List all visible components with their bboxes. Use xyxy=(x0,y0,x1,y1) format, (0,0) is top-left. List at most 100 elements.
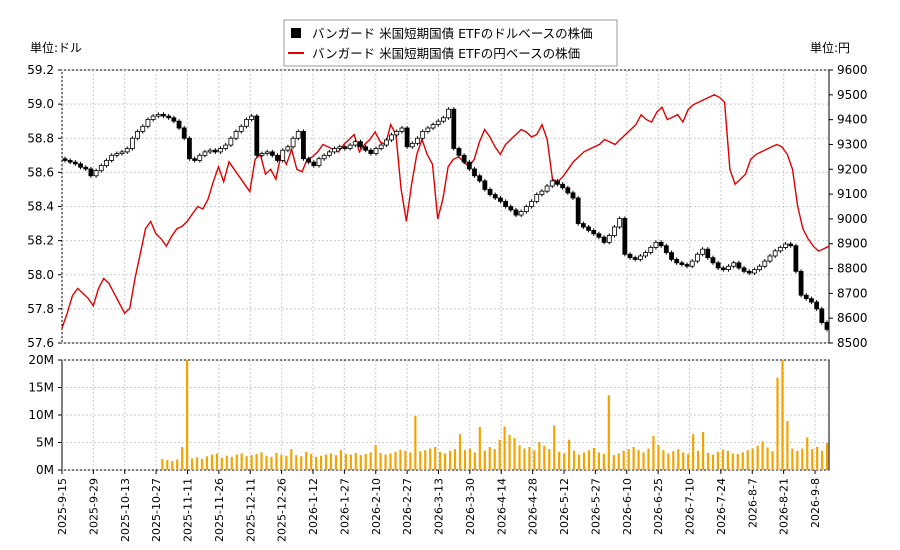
usd-candle xyxy=(285,146,291,151)
left-tick-label: 57.8 xyxy=(27,302,54,316)
usd-candle xyxy=(337,146,343,149)
x-tick-label: 2026-3-30 xyxy=(464,478,477,535)
usd-candle xyxy=(72,161,78,165)
usd-candle xyxy=(363,146,369,151)
volume-bar xyxy=(235,454,238,470)
usd-candle xyxy=(290,137,296,148)
volume-bar xyxy=(503,426,506,470)
usd-candle xyxy=(705,248,711,259)
volume-bar xyxy=(329,453,333,470)
right-tick-label: 9300 xyxy=(837,137,868,151)
volume-bar xyxy=(751,448,754,470)
volume-bar xyxy=(642,452,645,470)
volume-bar xyxy=(577,454,581,470)
volume-bar xyxy=(384,454,387,470)
x-tick-label: 2025-9-29 xyxy=(87,478,100,535)
usd-candle xyxy=(570,192,576,199)
usd-candle xyxy=(544,185,550,192)
usd-candle xyxy=(249,115,255,120)
volume-bar xyxy=(176,459,179,470)
usd-candle xyxy=(663,245,669,253)
volume-bar xyxy=(458,434,462,470)
volume-bar xyxy=(508,434,511,470)
volume-bar xyxy=(523,448,526,470)
usd-candle xyxy=(176,120,182,129)
x-tick-label: 2026-8-21 xyxy=(778,478,791,535)
volume-bar xyxy=(776,377,779,470)
legend-label-usd: バンガード 米国短期国債 ETFのドルベースの株価 xyxy=(312,26,593,41)
volume-bar xyxy=(186,360,189,470)
volume-bar xyxy=(791,448,794,470)
usd-candle xyxy=(181,127,187,139)
usd-candle xyxy=(311,161,317,166)
volume-bar xyxy=(771,451,774,470)
x-tick-label: 2025-10-13 xyxy=(119,478,132,542)
volume-bar xyxy=(582,452,586,470)
volume-bar xyxy=(270,456,273,470)
volume-bar xyxy=(275,452,278,470)
usd-candle xyxy=(482,180,488,190)
volume-bar xyxy=(786,421,789,470)
usd-candle xyxy=(648,247,654,253)
usd-candle xyxy=(637,255,643,260)
usd-candle xyxy=(549,180,555,187)
usd-candle xyxy=(793,245,799,272)
x-tick-label: 2026-1-12 xyxy=(307,478,320,535)
usd-candle xyxy=(425,127,431,132)
legend-marker-usd xyxy=(291,28,301,38)
usd-candle xyxy=(762,260,768,267)
x-tick-label: 2025-9-15 xyxy=(56,478,69,535)
volume-bar xyxy=(205,456,209,470)
volume-bar xyxy=(215,453,218,470)
volume-tick-label: 10M xyxy=(28,408,54,422)
volume-bar xyxy=(424,450,427,470)
left-tick-label: 58.0 xyxy=(27,268,54,282)
usd-candle xyxy=(819,308,825,323)
volume-bar xyxy=(682,452,685,470)
usd-candle xyxy=(492,194,498,199)
volume-bar xyxy=(602,454,605,470)
left-axis-unit: 単位:ドル xyxy=(30,40,82,55)
volume-bar xyxy=(592,448,596,470)
volume-bar xyxy=(647,448,650,470)
usd-candle xyxy=(78,163,83,168)
usd-candle xyxy=(534,194,540,202)
right-tick-label: 8600 xyxy=(837,311,868,325)
x-tick-label: 2026-5-27 xyxy=(589,478,602,535)
volume-bar xyxy=(821,450,824,470)
volume-bar xyxy=(731,453,734,470)
volume-bar xyxy=(285,455,288,470)
x-tick-label: 2026-3-13 xyxy=(433,478,446,535)
volume-bar xyxy=(245,456,248,470)
right-tick-label: 8700 xyxy=(837,286,868,300)
usd-candle xyxy=(399,127,405,132)
usd-candle xyxy=(565,187,571,194)
volume-bar xyxy=(310,454,313,470)
volume-bar xyxy=(563,453,566,470)
usd-candle xyxy=(586,226,591,231)
usd-candle xyxy=(155,113,161,117)
usd-candle xyxy=(223,144,229,149)
volume-bar xyxy=(255,454,258,470)
usd-candle xyxy=(669,252,674,260)
volume-bar xyxy=(806,437,809,470)
x-tick-label: 2026-7-24 xyxy=(715,478,728,535)
usd-candle xyxy=(736,262,742,269)
price-plot-area xyxy=(61,69,830,344)
usd-candle xyxy=(104,160,109,166)
volume-bar xyxy=(240,453,243,470)
usd-candle xyxy=(295,131,301,139)
volume-bar xyxy=(404,450,407,470)
usd-candle xyxy=(409,142,415,148)
volume-bar xyxy=(394,451,397,470)
usd-candle xyxy=(62,158,68,161)
volume-bar xyxy=(468,448,472,470)
usd-candle xyxy=(498,197,503,202)
right-tick-label: 8800 xyxy=(837,262,868,276)
volume-bar xyxy=(726,450,729,470)
volume-bar xyxy=(280,454,283,470)
usd-candle xyxy=(119,151,125,155)
x-axis: 2025-9-15 2025-9-29 2025-10-13 2025-10-27 20… xyxy=(56,470,822,542)
usd-candle xyxy=(129,137,135,149)
